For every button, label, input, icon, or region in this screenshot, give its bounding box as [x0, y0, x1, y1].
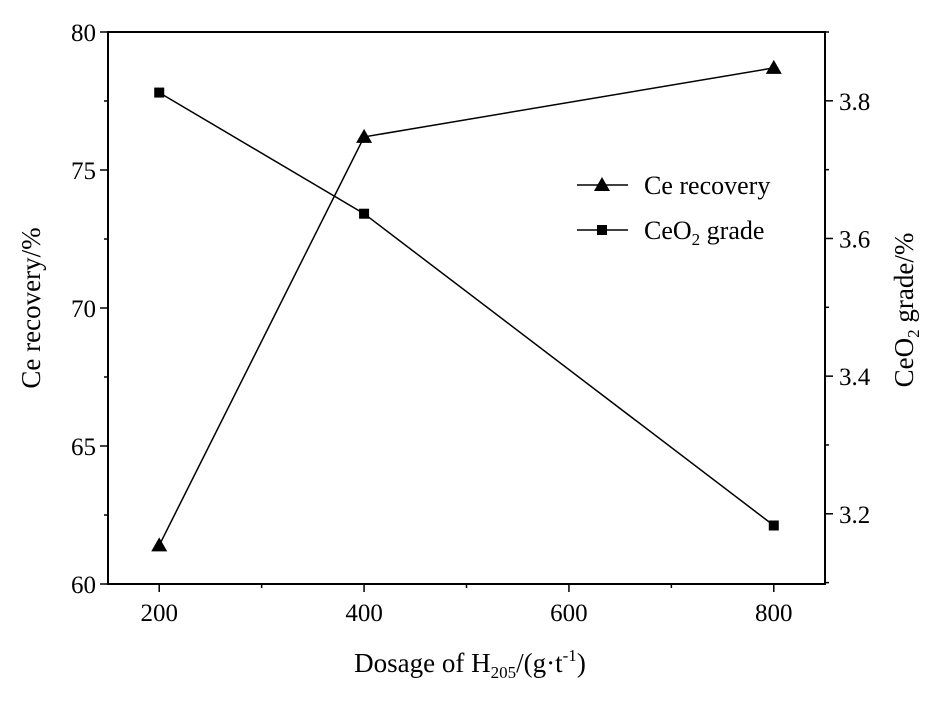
data-point-ce-recovery — [151, 537, 168, 552]
legend-marker-square — [597, 225, 607, 235]
x-axis-title-sub: 205 — [491, 663, 517, 682]
legend-label-ce-recovery: Ce recovery — [644, 171, 770, 200]
right-axis-title-prefix: CeO — [889, 338, 919, 388]
legend-label-ceo2-suffix: grade — [700, 216, 764, 245]
x-tick-label: 400 — [345, 600, 383, 627]
series-line-ce-recovery — [158, 67, 774, 546]
legend-label-ceo2-grade: CeO2 grade — [644, 216, 764, 249]
plot-frame — [107, 31, 826, 585]
left-y-tick-label: 60 — [71, 572, 96, 599]
data-point-ce-recovery — [765, 59, 782, 74]
left-y-tick-label: 70 — [71, 296, 96, 323]
x-tick-label: 200 — [140, 600, 178, 627]
data-point-ceo2-grade — [768, 520, 779, 531]
x-axis-title-mid: /(g·t — [516, 648, 563, 678]
x-tick-label: 800 — [755, 600, 793, 627]
data-point-ceo2-grade — [154, 87, 165, 98]
x-axis-title-suffix: ) — [577, 648, 586, 678]
x-axis-title-prefix: Dosage of H — [354, 648, 490, 678]
right-y-tick-label: 3.2 — [839, 502, 870, 529]
left-y-tick-label: 65 — [71, 434, 96, 461]
x-axis-title: Dosage of H205/(g·t-1) — [354, 646, 586, 682]
right-y-tick-label: 3.8 — [839, 89, 870, 116]
right-axis-title: CeO2 grade/% — [889, 233, 923, 388]
tick-labels: 200 400 600 800 60 65 70 75 80 3.2 3.4 3.6 3.8 — [71, 20, 871, 627]
data-point-ce-recovery — [356, 128, 373, 143]
right-y-tick-label: 3.6 — [839, 226, 870, 253]
left-y-tick-label: 80 — [71, 20, 96, 47]
right-axis-title-sub: 2 — [904, 329, 923, 338]
left-y-tick-label: 75 — [71, 158, 96, 185]
legend-marker-triangle — [594, 177, 610, 191]
legend-label-ceo2-prefix: CeO — [644, 216, 692, 245]
right-y-tick-label: 3.4 — [839, 364, 871, 391]
left-axis-title: Ce recovery/% — [16, 227, 46, 388]
data-point-ceo2-grade — [359, 208, 370, 219]
series-line-ceo2-grade — [158, 91, 775, 527]
x-axis-title-sup: -1 — [563, 646, 577, 665]
x-tick-label: 600 — [550, 600, 588, 627]
legend: Ce recovery CeO2 grade — [577, 171, 770, 249]
legend-label-ceo2-sub: 2 — [692, 230, 701, 249]
tick-marks — [100, 31, 833, 592]
right-axis-title-suffix: grade/% — [889, 233, 919, 330]
series-layer — [151, 59, 782, 552]
